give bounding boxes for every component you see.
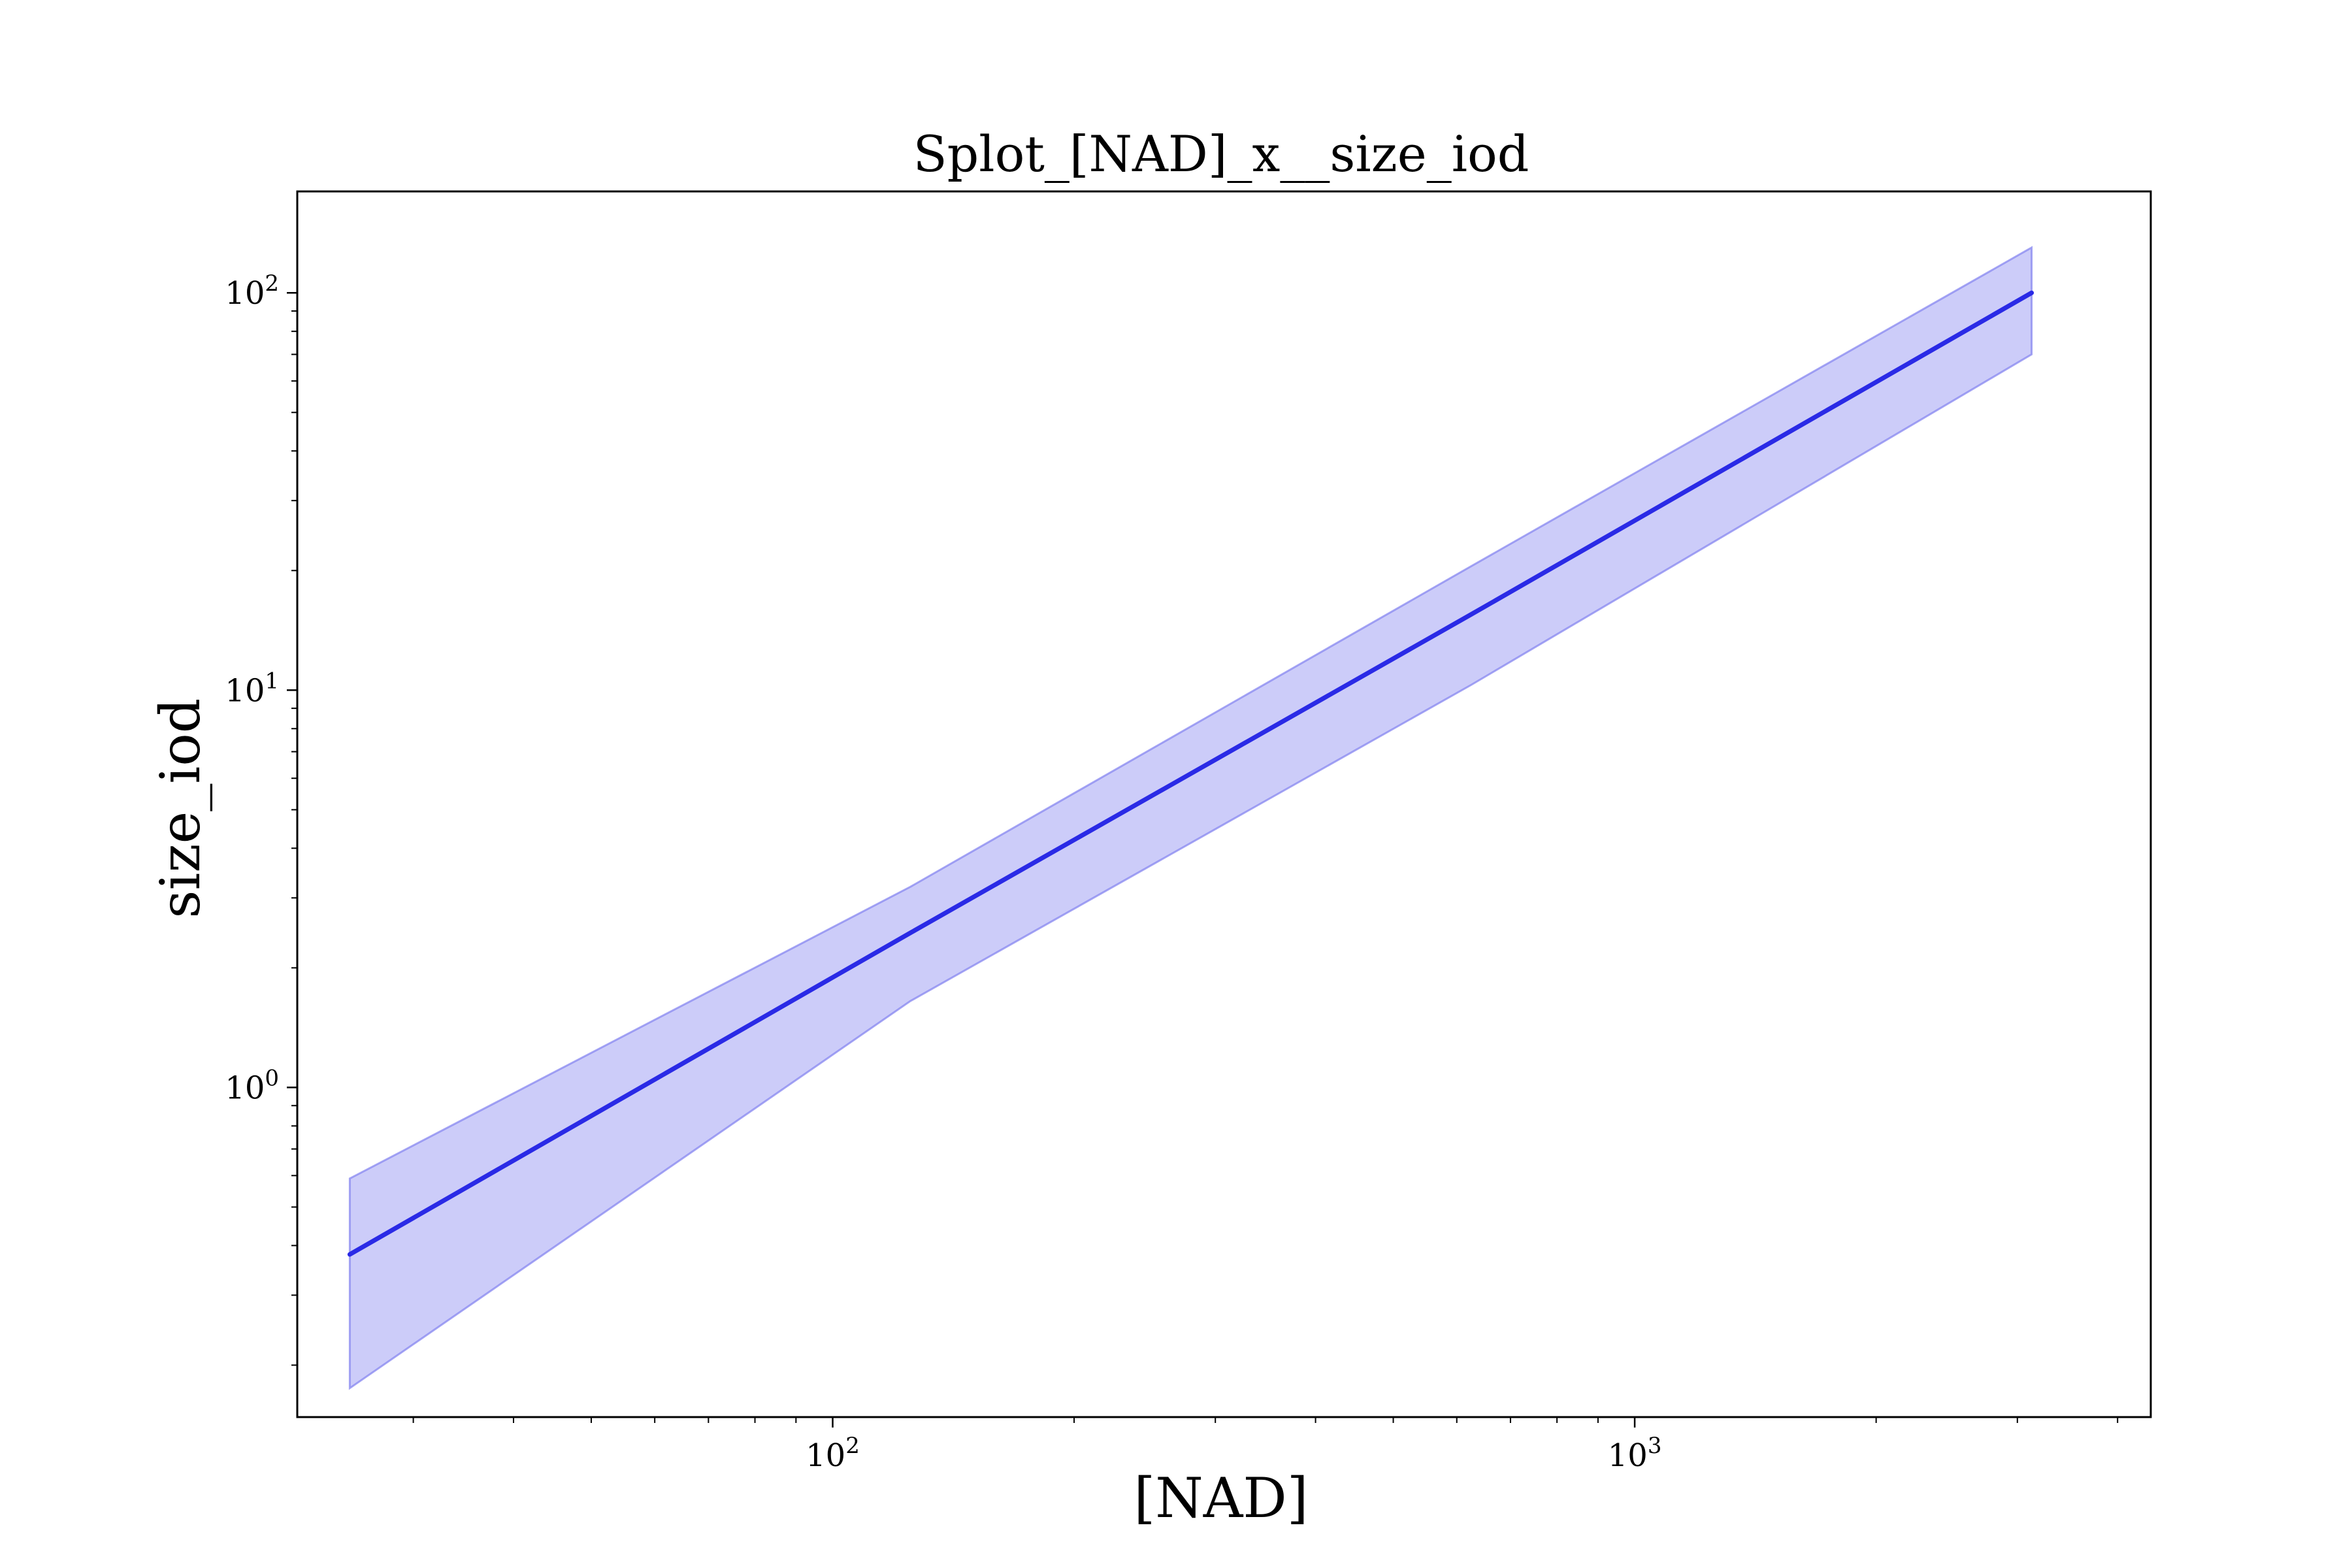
y-tick-label: 101 — [225, 668, 279, 709]
axes: 102 103 100 101 102 — [225, 190, 2152, 1474]
y-tick-label: 100 — [225, 1065, 279, 1106]
data-point — [910, 932, 911, 933]
confidence-band-0 — [348, 246, 2033, 1390]
x-tick-label: 102 — [806, 1433, 860, 1474]
series-line-0 — [347, 290, 2034, 1257]
x-axis-label: [NAD] — [1134, 1466, 1308, 1530]
x-tick-label: 103 — [1608, 1433, 1662, 1474]
y-tick-label: 102 — [225, 270, 279, 312]
chart-title: Splot_[NAD]_x__size_iod — [913, 125, 1529, 183]
plot-area — [347, 246, 2034, 1390]
plot-frame — [296, 190, 2152, 1418]
y-axis-label: size_iod — [148, 698, 212, 918]
